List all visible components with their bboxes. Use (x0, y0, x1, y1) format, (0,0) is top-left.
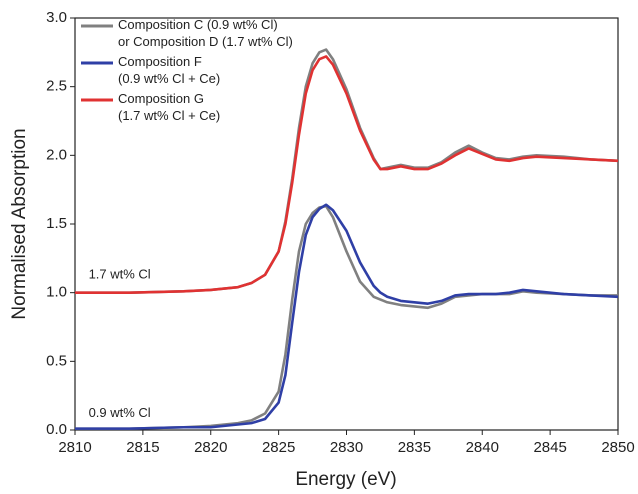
x-tick-label: 2835 (398, 439, 431, 456)
y-tick-label: 1.5 (46, 215, 67, 232)
x-tick-label: 2845 (533, 439, 566, 456)
legend-label: Composition G (1.7 wt% Cl + Ce) (118, 91, 220, 123)
x-tick-label: 2850 (601, 439, 634, 456)
x-tick-label: 2830 (330, 439, 363, 456)
annotation: 0.9 wt% Cl (89, 405, 151, 420)
x-tick-label: 2815 (126, 439, 159, 456)
x-tick-label: 2840 (466, 439, 499, 456)
y-tick-label: 0.5 (46, 352, 67, 369)
series-line (75, 203, 619, 430)
x-axis-label: Energy (eV) (295, 469, 396, 490)
x-tick-label: 2825 (262, 439, 295, 456)
y-axis-label: Normalised Absorption (9, 128, 30, 319)
y-tick-label: 2.0 (46, 146, 67, 163)
y-tick-label: 2.5 (46, 78, 67, 95)
y-tick-label: 3.0 (46, 9, 67, 26)
legend-label: Composition F (0.9 wt% Cl + Ce) (118, 54, 220, 86)
y-tick-label: 1.0 (46, 284, 67, 301)
annotation: 1.7 wt% Cl (89, 266, 151, 281)
series-line (75, 55, 619, 294)
x-tick-label: 2810 (58, 439, 91, 456)
legend-label: Composition C (0.9 wt% Cl) or Composition… (118, 17, 293, 49)
x-tick-label: 2820 (194, 439, 227, 456)
y-tick-label: 0.0 (46, 421, 67, 438)
series-line (75, 204, 618, 430)
